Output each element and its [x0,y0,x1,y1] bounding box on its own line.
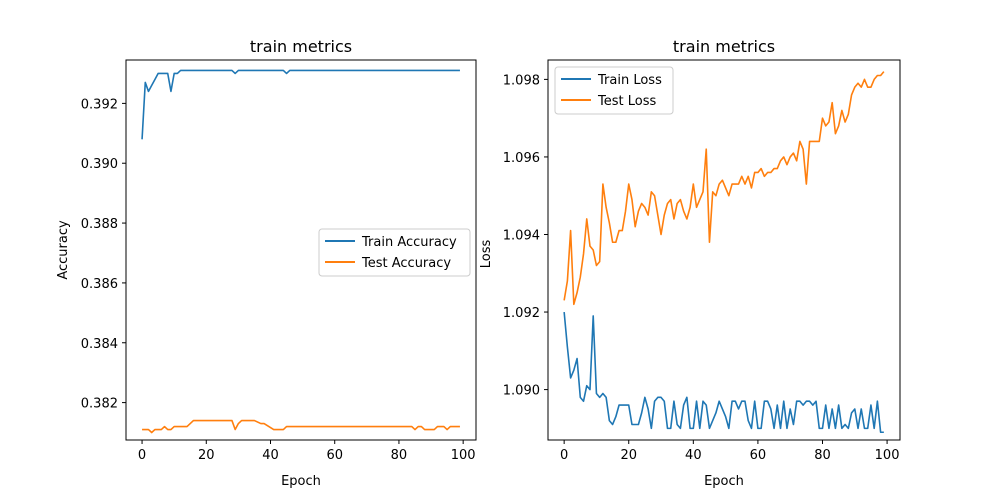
accuracy-y-tick-label: 0.382 [81,397,118,412]
loss-y-tick-label: 1.090 [503,384,540,399]
loss-legend: Train Loss Test Loss [554,66,674,115]
accuracy-x-tick-label: 0 [138,448,146,463]
accuracy-series-test-accuracy [142,419,460,434]
loss-x-tick-label: 80 [814,448,831,463]
accuracy-y-tick-label: 0.390 [81,157,118,172]
accuracy-y-tick-label: 0.392 [81,97,118,112]
loss-y-tick-label: 1.094 [503,228,540,243]
accuracy-x-tick-label: 20 [198,448,215,463]
loss-x-tick-label: 60 [750,448,767,463]
accuracy-series-train-accuracy [141,69,460,140]
loss-legend-test-label: Test Loss [597,94,656,109]
accuracy-y-tick-label: 0.386 [81,277,118,292]
loss-y-tick-label: 1.098 [503,73,540,88]
accuracy-x-axis-label: Epoch [281,474,321,489]
loss-x-tick-label: 100 [875,448,900,463]
accuracy-legend: Train Accuracy Test Accuracy [318,228,471,277]
loss-chart-title: train metrics [673,37,775,56]
loss-legend-train-label: Train Loss [597,73,662,88]
loss-plot-frame [547,59,901,441]
accuracy-x-tick-label: 100 [451,448,476,463]
accuracy-y-ticks: 0.382 0.384 0.386 0.388 0.390 0.392 [81,97,126,412]
loss-y-ticks: 1.090 1.092 1.094 1.096 1.098 [503,73,548,399]
accuracy-x-tick-label: 80 [391,448,408,463]
loss-y-tick-label: 1.092 [503,306,540,321]
accuracy-x-ticks: 0 20 40 60 80 100 [138,440,476,463]
loss-x-tick-label: 40 [685,448,702,463]
loss-x-ticks: 0 20 40 60 80 100 [560,440,899,463]
loss-chart: train metrics 0 20 40 60 80 100 1.0901.0921.0… [479,37,901,489]
accuracy-chart: train metrics 0 20 40 60 80 100 0.3820.3840.3… [56,37,477,489]
accuracy-legend-train-label: Train Accuracy [361,235,457,250]
accuracy-chart-title: train metrics [250,37,352,56]
loss-x-axis-label: Epoch [704,474,744,489]
loss-series-test-loss [563,71,885,306]
loss-x-tick-label: 0 [560,448,568,463]
accuracy-plot-frame [125,59,477,441]
accuracy-y-axis-label: Accuracy [56,220,71,280]
loss-x-tick-label: 20 [620,448,637,463]
accuracy-y-tick-label: 0.384 [81,337,118,352]
loss-y-axis-label: Loss [479,240,494,269]
loss-series-train-loss [563,311,884,434]
accuracy-legend-test-label: Test Accuracy [361,256,451,271]
loss-y-tick-label: 1.096 [503,151,540,166]
loss-series-layer [563,71,885,434]
accuracy-legend-box [318,228,471,277]
accuracy-x-tick-label: 60 [326,448,343,463]
accuracy-x-tick-label: 40 [262,448,279,463]
accuracy-series-layer [141,69,460,434]
accuracy-y-tick-label: 0.388 [81,217,118,232]
